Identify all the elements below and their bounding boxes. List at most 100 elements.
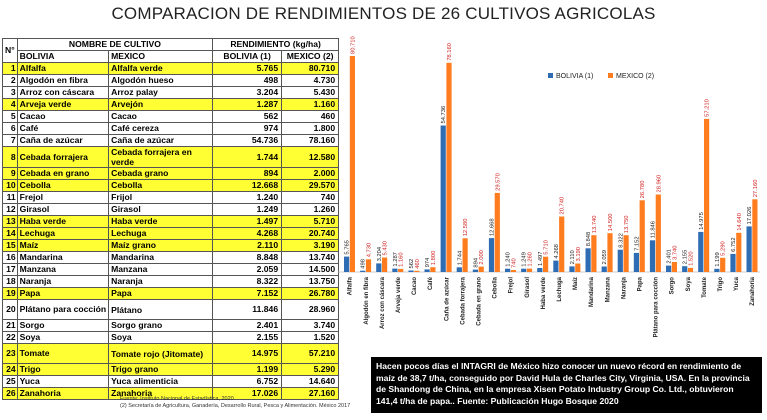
data-label-mexico: 5.710 bbox=[544, 240, 550, 255]
row-number: 3 bbox=[2, 86, 18, 99]
row-bolivia-name: Manzana bbox=[16, 263, 110, 276]
row-mexico-name: Soya bbox=[108, 331, 214, 344]
row-number: 23 bbox=[2, 343, 18, 364]
data-label-bolivia: 2.059 bbox=[602, 250, 608, 265]
bar-bolivia bbox=[537, 268, 543, 272]
row-mexico-name: Algodón hueso bbox=[108, 74, 214, 87]
data-label-mexico: 57.210 bbox=[705, 99, 711, 117]
category-label: Arroz con cáscara bbox=[380, 276, 386, 329]
data-label-mexico: 2.000 bbox=[479, 250, 485, 265]
row-number: 18 bbox=[2, 275, 18, 288]
row-bolivia-name: Plátano para cocción bbox=[16, 299, 110, 320]
bar-mexico bbox=[704, 118, 710, 273]
header-mexico-yield: MEXICO (2) bbox=[281, 50, 340, 63]
bar-bolivia bbox=[633, 252, 639, 272]
row-number: 19 bbox=[2, 287, 18, 300]
category-label: Haba verde bbox=[541, 276, 547, 309]
data-label-bolivia: 974 bbox=[425, 257, 431, 267]
row-number: 9 bbox=[2, 167, 18, 180]
bar-bolivia bbox=[505, 268, 511, 272]
bar-mexico bbox=[382, 257, 388, 272]
table-row: 23 Tomate Tomate rojo (Jitomate) 14.975 57.2… bbox=[2, 343, 340, 364]
row-number: 21 bbox=[2, 319, 18, 332]
table-row: 22 Soya Soya 2.155 1.520 bbox=[2, 331, 340, 344]
row-mexico-name: Cebada grano bbox=[108, 167, 214, 180]
category-label: Plátano para cocción bbox=[654, 277, 660, 338]
data-label-bolivia: 8.322 bbox=[618, 233, 624, 248]
row-number: 25 bbox=[2, 375, 18, 388]
bar-mexico bbox=[575, 263, 581, 272]
table-row: 6 Café Café cereza 974 1.800 bbox=[2, 122, 340, 135]
row-mexico-name: Haba verde bbox=[108, 215, 214, 228]
bar-bolivia bbox=[344, 256, 350, 272]
data-label-bolivia: 3.204 bbox=[377, 246, 383, 261]
row-mexico-yield: 20.740 bbox=[281, 227, 340, 240]
row-mexico-yield: 1.160 bbox=[281, 98, 340, 111]
data-label-mexico: 29.570 bbox=[495, 173, 501, 191]
row-mexico-name: Tomate rojo (Jitomate) bbox=[108, 343, 214, 364]
row-number: 5 bbox=[2, 110, 18, 123]
data-label-bolivia: 11.846 bbox=[651, 221, 657, 238]
category-label: Girasol bbox=[525, 277, 531, 298]
table-row: 16 Mandarina Mandarina 8.848 13.740 bbox=[2, 251, 340, 264]
row-mexico-name: Yuca alimenticia bbox=[108, 375, 214, 388]
row-mexico-name: Trigo grano bbox=[108, 363, 214, 376]
row-bolivia-name: Algodón en fibra bbox=[16, 74, 110, 87]
bar-bolivia bbox=[408, 270, 414, 272]
bar-mexico bbox=[543, 256, 549, 272]
row-mexico-name: Café cereza bbox=[108, 122, 214, 135]
data-label-bolivia: 17.026 bbox=[747, 207, 753, 225]
row-bolivia-yield: 12.668 bbox=[212, 179, 283, 192]
category-label: Yuca bbox=[734, 276, 740, 291]
bar-bolivia bbox=[553, 260, 559, 272]
bar-bolivia bbox=[746, 226, 752, 272]
table-row: 20 Plátano para cocción Plátano 11.846 28.96… bbox=[2, 299, 340, 320]
bar-mexico bbox=[736, 232, 742, 272]
header-yield: RENDIMIENTO (kg/ha) bbox=[212, 38, 340, 51]
bar-mexico bbox=[687, 267, 694, 272]
row-bolivia-yield: 562 bbox=[212, 110, 283, 123]
data-label-mexico: 12.580 bbox=[463, 219, 469, 237]
category-label: Cebolla bbox=[493, 276, 499, 298]
row-number: 20 bbox=[2, 299, 18, 320]
row-bolivia-name: Mandarina bbox=[16, 251, 110, 264]
row-bolivia-yield: 1.199 bbox=[212, 363, 283, 376]
chart-legend: BOLIVIA (1) MEXICO (2) bbox=[548, 73, 654, 80]
row-bolivia-yield: 8.848 bbox=[212, 251, 283, 264]
data-label-mexico: 14.640 bbox=[737, 213, 743, 231]
data-label-bolivia: 2.155 bbox=[683, 250, 689, 265]
table-row: 17 Manzana Manzana 2.059 14.500 bbox=[2, 263, 340, 276]
data-label-bolivia: 7.152 bbox=[634, 236, 640, 251]
category-label: Mandarina bbox=[589, 276, 595, 307]
row-bolivia-yield: 17.026 bbox=[212, 387, 283, 400]
row-mexico-yield: 57.210 bbox=[281, 343, 340, 364]
bar-bolivia bbox=[601, 266, 607, 272]
row-mexico-name: Cacao bbox=[108, 110, 214, 123]
bar-bolivia bbox=[682, 266, 688, 272]
row-number: 8 bbox=[2, 146, 18, 168]
row-mexico-name: Maíz grano bbox=[108, 239, 214, 252]
row-mexico-name: Plátano bbox=[108, 299, 214, 320]
data-label-bolivia: 498 bbox=[361, 259, 367, 269]
row-mexico-yield: 14.640 bbox=[281, 375, 340, 388]
header-bolivia-yield: BOLIVIA (1) bbox=[212, 50, 283, 63]
category-label: Papa bbox=[638, 276, 644, 291]
data-label-mexico: 26.780 bbox=[640, 181, 646, 199]
row-mexico-name: Arvejón bbox=[108, 98, 214, 111]
row-mexico-name: Zanahoria bbox=[108, 387, 214, 400]
data-label-bolivia: 2.110 bbox=[570, 250, 576, 264]
row-bolivia-name: Maíz bbox=[16, 239, 110, 252]
header-mexico: MEXICO bbox=[108, 50, 214, 63]
bar-mexico bbox=[526, 268, 533, 272]
data-label-bolivia: 14.975 bbox=[699, 212, 705, 230]
bar-mexico bbox=[398, 268, 404, 272]
bar-mexico bbox=[462, 238, 468, 272]
row-bolivia-yield: 2.155 bbox=[212, 331, 283, 344]
data-label-mexico: 13.740 bbox=[592, 215, 598, 233]
row-mexico-yield: 3.190 bbox=[281, 239, 340, 252]
row-bolivia-name: Alfalfa bbox=[16, 62, 110, 75]
bar-bolivia bbox=[617, 249, 623, 272]
category-label: Maíz bbox=[573, 277, 579, 290]
row-bolivia-yield: 1.249 bbox=[212, 203, 283, 216]
